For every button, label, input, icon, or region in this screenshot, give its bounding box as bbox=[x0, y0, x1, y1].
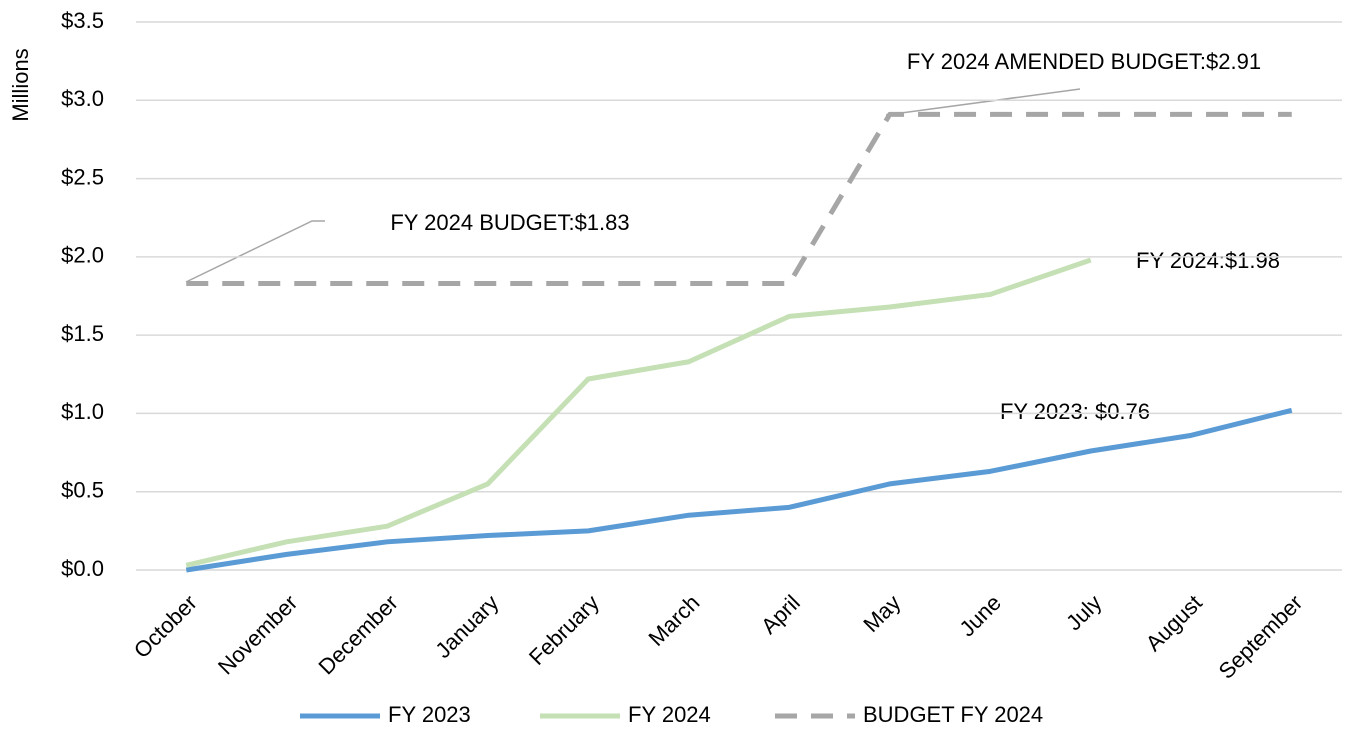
series-line bbox=[185, 257, 1092, 568]
x-tick-label: August bbox=[1141, 590, 1207, 656]
annotation: FY 2024 BUDGET:$1.83 bbox=[390, 210, 629, 235]
x-tick-label: March bbox=[643, 590, 704, 651]
legend-label: BUDGET FY 2024 bbox=[863, 702, 1043, 727]
y-tick-label: $2.0 bbox=[61, 243, 104, 268]
y-tick-label: $1.0 bbox=[61, 399, 104, 424]
x-tick-label: April bbox=[756, 590, 805, 639]
y-tick-label: $0.0 bbox=[61, 556, 104, 581]
x-tick-label: May bbox=[858, 590, 905, 637]
legend-label: FY 2023 bbox=[388, 702, 471, 727]
x-tick-label: September bbox=[1214, 590, 1308, 684]
y-tick-label: $3.5 bbox=[61, 8, 104, 33]
x-tick-label: February bbox=[524, 590, 604, 670]
y-tick-label: $2.5 bbox=[61, 164, 104, 189]
x-tick-label: December bbox=[313, 590, 402, 679]
x-tick-label: October bbox=[129, 590, 202, 663]
leader-line bbox=[185, 220, 325, 283]
y-tick-label: $3.0 bbox=[61, 86, 104, 111]
x-tick-label: November bbox=[213, 590, 302, 679]
series-line bbox=[185, 407, 1293, 573]
series-line bbox=[186, 111, 1292, 286]
x-tick-label: June bbox=[954, 590, 1005, 641]
y-tick-label: $1.5 bbox=[61, 321, 104, 346]
x-tick-label: July bbox=[1061, 590, 1106, 635]
y-axis-label: Millions bbox=[8, 48, 33, 121]
leader-line bbox=[885, 88, 1081, 116]
annotation: FY 2024:$1.98 bbox=[1136, 248, 1280, 273]
legend-label: FY 2024 bbox=[628, 702, 711, 727]
y-tick-label: $0.5 bbox=[61, 478, 104, 503]
x-tick-label: January bbox=[430, 590, 503, 663]
annotation: FY 2024 AMENDED BUDGET:$2.91 bbox=[907, 49, 1261, 74]
annotation: FY 2023: $0.76 bbox=[1000, 399, 1150, 424]
